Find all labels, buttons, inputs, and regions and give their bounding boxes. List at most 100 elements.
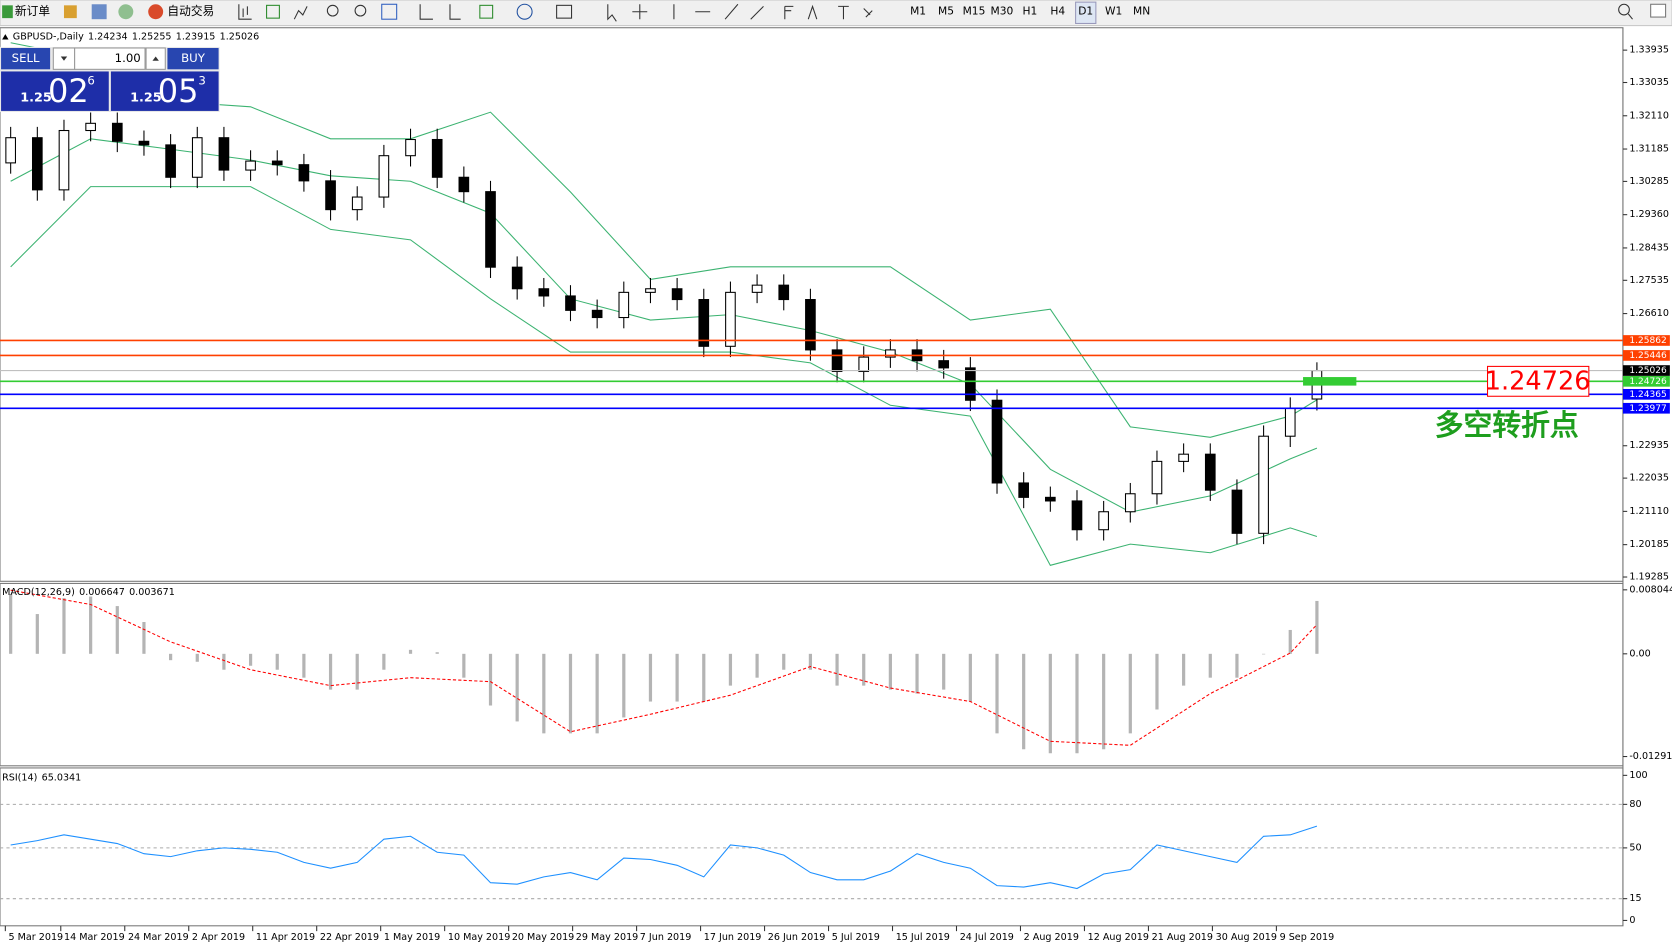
timeframe-button[interactable]: M1 — [910, 5, 926, 18]
periods-icon[interactable] — [516, 3, 533, 20]
x-tick-label: 12 Aug 2019 — [1088, 932, 1149, 943]
cursor-icon[interactable] — [607, 4, 617, 22]
candle-icon[interactable] — [266, 4, 280, 19]
zoom-in-icon[interactable] — [326, 4, 339, 17]
bar-chart-icon[interactable] — [238, 4, 252, 20]
macd-bar — [462, 653, 466, 678]
sell-price-box[interactable] — [1, 71, 109, 111]
buy-price-box[interactable] — [110, 71, 219, 111]
draw-tools[interactable] — [632, 3, 794, 20]
toolbar-icon[interactable] — [118, 4, 134, 20]
macd-bar — [1048, 653, 1052, 754]
buy-button[interactable] — [167, 47, 219, 70]
candle-body — [85, 122, 96, 132]
y-tick-label: 80 — [1629, 799, 1641, 810]
y-tick-label: 1.20185 — [1629, 539, 1669, 550]
macd-bar — [408, 649, 413, 654]
macd-bar — [62, 598, 66, 654]
timeframe-button[interactable]: M30 — [991, 5, 1014, 18]
macd-bar — [142, 622, 146, 654]
level-label-box — [1622, 388, 1670, 400]
candle-body — [378, 155, 390, 198]
tile-icon[interactable] — [381, 3, 398, 20]
new-order-button[interactable]: 新订单 — [15, 4, 50, 18]
sell-label[interactable]: SELL — [12, 51, 40, 65]
candle-body — [1018, 482, 1030, 498]
macd-bar — [648, 653, 653, 702]
timeframe-button[interactable]: D1 — [1078, 5, 1093, 18]
sell-button[interactable] — [1, 47, 51, 70]
macd-bar — [782, 653, 786, 670]
lot-value[interactable]: 1.00 — [115, 51, 141, 65]
search-icon[interactable] — [1627, 13, 1633, 20]
macd-bar — [9, 594, 13, 654]
timeframe-button[interactable]: M5 — [938, 5, 954, 18]
candle-body — [58, 129, 70, 191]
lot-input[interactable] — [74, 47, 146, 70]
macd-bar — [595, 653, 599, 734]
search-icon[interactable] — [1618, 3, 1630, 16]
current-price-box — [1622, 365, 1670, 376]
axes: 1.33935 1.33035 1.32110 1.31185 1.30285 1.293… — [4, 27, 1672, 943]
dropdown-arrow — [60, 56, 68, 61]
candle-body — [1204, 453, 1216, 491]
toolbar-icon[interactable] — [91, 4, 107, 20]
candle-body — [885, 349, 896, 358]
y-tick-label: 1.33035 — [1629, 77, 1669, 88]
sell-price-sup: 6 — [87, 74, 94, 88]
timeframe-button[interactable]: W1 — [1105, 5, 1122, 18]
level-label: 1.25862 — [1629, 336, 1666, 346]
x-tick-label: 22 Apr 2019 — [320, 932, 379, 943]
candle-body — [218, 137, 230, 171]
x-tick-label: 11 Apr 2019 — [256, 932, 315, 943]
indicators-icon[interactable] — [479, 4, 494, 19]
symbol: GBPUSD-,Daily — [13, 31, 84, 42]
y-tick-label: 1.33935 — [1629, 45, 1669, 56]
timeframe-button[interactable]: MN — [1133, 5, 1150, 18]
active-timeframe-box — [1075, 1, 1097, 24]
new-order-icon[interactable] — [2, 5, 13, 19]
candle-body — [645, 288, 656, 293]
macd-bar — [115, 606, 119, 654]
macd-bar — [888, 653, 892, 690]
timeframe-button[interactable]: H1 — [1022, 5, 1037, 18]
macd-bar — [382, 653, 386, 670]
timeframe-button[interactable]: H4 — [1050, 5, 1065, 18]
macd-signal — [10, 589, 1318, 746]
auto-trading-icon[interactable] — [148, 4, 164, 20]
macd-bar — [302, 653, 306, 678]
buy-label[interactable]: BUY — [181, 51, 206, 65]
candle-body — [618, 291, 630, 319]
macd-bar — [435, 652, 439, 654]
main-plot — [0, 42, 1623, 566]
y-tick-label: 1.27535 — [1629, 275, 1669, 286]
x-tick-label: 26 Jun 2019 — [768, 932, 826, 943]
macd-bar — [355, 653, 359, 690]
scroll-icon[interactable] — [419, 4, 461, 20]
macd-bar — [1022, 653, 1026, 750]
x-tick-label: 10 May 2019 — [448, 932, 510, 943]
ohlc-value: 1.23915 — [176, 31, 216, 42]
candle-body — [298, 164, 310, 182]
buy-price-big: 05 — [158, 72, 199, 110]
candle-body — [938, 360, 950, 369]
timeframe-button[interactable]: M15 — [963, 5, 986, 18]
candle-body — [1284, 407, 1296, 437]
candle-body — [671, 288, 683, 301]
chat-icon[interactable] — [1650, 3, 1667, 18]
current-price-label: 1.25026 — [1629, 366, 1667, 376]
auto-trading-button[interactable]: 自动交易 — [167, 4, 214, 18]
x-tick-label: 15 Jul 2019 — [896, 932, 950, 943]
macd-bar — [488, 653, 493, 706]
macd-bar — [542, 653, 546, 734]
text-tools[interactable] — [807, 4, 873, 20]
zoom-out-icon[interactable] — [354, 4, 367, 17]
templates-icon[interactable] — [556, 4, 573, 19]
ohlc-value: 1.25026 — [220, 31, 260, 42]
y-tick-label: 1.31185 — [1629, 144, 1669, 155]
toolbar-icon[interactable] — [63, 5, 77, 19]
candle-body — [538, 288, 550, 297]
candle-body — [1098, 511, 1109, 531]
macd-bar — [622, 653, 626, 718]
line-chart-icon[interactable] — [293, 6, 308, 20]
